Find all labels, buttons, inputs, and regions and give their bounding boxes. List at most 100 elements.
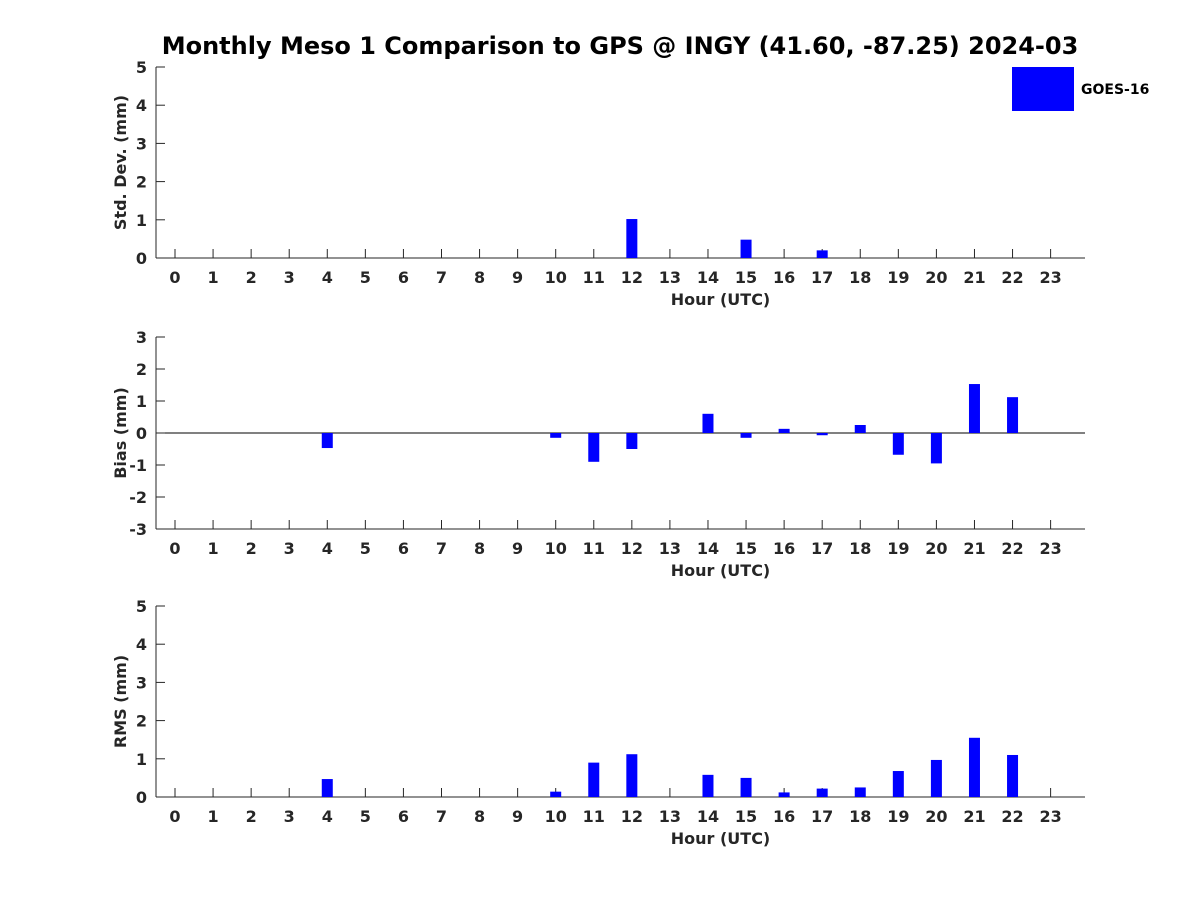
x-tick-label: 5 xyxy=(360,268,371,287)
y-tick-label: 4 xyxy=(136,635,147,654)
bar-hour-17 xyxy=(816,788,828,797)
chart-title: Monthly Meso 1 Comparison to GPS @ INGY … xyxy=(162,32,1079,60)
y-tick-label: 3 xyxy=(136,134,147,153)
bar-hour-15 xyxy=(740,433,752,438)
x-axis-label: Hour (UTC) xyxy=(671,290,771,309)
bar-hour-19 xyxy=(892,433,904,455)
y-tick-label: 1 xyxy=(136,392,147,411)
y-tick-label: 2 xyxy=(136,360,147,379)
x-tick-label: 21 xyxy=(963,539,985,558)
bar-hour-15 xyxy=(740,239,752,258)
y-tick-label: 5 xyxy=(136,597,147,616)
bar-hour-21 xyxy=(968,737,980,797)
bar-hour-11 xyxy=(588,433,600,462)
x-tick-label: 0 xyxy=(169,539,180,558)
x-tick-label: 10 xyxy=(545,807,567,826)
x-tick-label: 3 xyxy=(284,539,295,558)
x-tick-label: 19 xyxy=(887,807,909,826)
x-tick-label: 20 xyxy=(925,539,947,558)
bar-hour-4 xyxy=(321,779,333,797)
x-tick-label: 1 xyxy=(207,539,218,558)
bar-hour-4 xyxy=(321,433,333,449)
y-tick-label: 3 xyxy=(136,673,147,692)
bar-hour-10 xyxy=(550,791,562,797)
y-tick-label: -3 xyxy=(129,520,147,539)
bar-hour-22 xyxy=(1007,754,1019,797)
x-tick-label: 15 xyxy=(735,539,757,558)
x-tick-label: 14 xyxy=(697,807,719,826)
x-tick-label: 12 xyxy=(621,807,643,826)
x-tick-label: 20 xyxy=(925,268,947,287)
x-tick-label: 22 xyxy=(1001,268,1023,287)
bar-hour-18 xyxy=(854,787,866,797)
x-tick-label: 18 xyxy=(849,268,871,287)
x-tick-label: 7 xyxy=(436,268,447,287)
x-tick-label: 11 xyxy=(583,539,605,558)
y-tick-label: 3 xyxy=(136,328,147,347)
x-tick-label: 5 xyxy=(360,807,371,826)
legend-label: GOES-16 xyxy=(1081,82,1149,98)
bar-hour-18 xyxy=(854,425,866,433)
x-tick-label: 21 xyxy=(963,807,985,826)
bar-hour-21 xyxy=(968,384,980,433)
x-tick-label: 7 xyxy=(436,539,447,558)
x-tick-label: 23 xyxy=(1039,268,1061,287)
x-tick-label: 8 xyxy=(474,807,485,826)
y-axis-label: RMS (mm) xyxy=(111,655,130,748)
bar-hour-17 xyxy=(816,433,828,436)
x-tick-label: 14 xyxy=(697,268,719,287)
bar-hour-20 xyxy=(930,433,942,464)
x-tick-label: 4 xyxy=(322,807,333,826)
x-tick-label: 11 xyxy=(583,268,605,287)
y-tick-label: -1 xyxy=(129,456,147,475)
x-tick-label: 16 xyxy=(773,539,795,558)
x-tick-label: 2 xyxy=(246,807,257,826)
x-tick-label: 1 xyxy=(207,268,218,287)
x-tick-label: 17 xyxy=(811,268,833,287)
x-tick-label: 12 xyxy=(621,539,643,558)
x-tick-label: 11 xyxy=(583,807,605,826)
x-tick-label: 9 xyxy=(512,539,523,558)
x-tick-label: 19 xyxy=(887,268,909,287)
x-tick-label: 12 xyxy=(621,268,643,287)
x-axis-label: Hour (UTC) xyxy=(671,561,771,580)
x-tick-label: 17 xyxy=(811,807,833,826)
bar-hour-15 xyxy=(740,777,752,797)
x-tick-label: 5 xyxy=(360,539,371,558)
x-tick-label: 13 xyxy=(659,807,681,826)
x-tick-label: 16 xyxy=(773,268,795,287)
x-tick-label: 22 xyxy=(1001,807,1023,826)
x-tick-label: 15 xyxy=(735,268,757,287)
x-tick-label: 0 xyxy=(169,268,180,287)
bar-hour-12 xyxy=(626,433,638,449)
bar-hour-11 xyxy=(588,762,600,797)
bar-hour-10 xyxy=(550,433,562,438)
x-tick-label: 19 xyxy=(887,539,909,558)
y-tick-label: -2 xyxy=(129,488,147,507)
x-tick-label: 3 xyxy=(284,268,295,287)
x-tick-label: 18 xyxy=(849,807,871,826)
y-tick-label: 2 xyxy=(136,173,147,192)
x-tick-label: 2 xyxy=(246,268,257,287)
legend: GOES-16 xyxy=(1012,67,1149,111)
x-tick-label: 10 xyxy=(545,539,567,558)
y-tick-label: 2 xyxy=(136,712,147,731)
bar-hour-12 xyxy=(626,754,638,797)
x-tick-label: 13 xyxy=(659,539,681,558)
x-tick-label: 23 xyxy=(1039,807,1061,826)
x-tick-label: 9 xyxy=(512,807,523,826)
x-tick-label: 4 xyxy=(322,268,333,287)
x-tick-label: 0 xyxy=(169,807,180,826)
y-tick-label: 5 xyxy=(136,58,147,77)
y-axis-label: Bias (mm) xyxy=(111,387,130,479)
x-tick-label: 21 xyxy=(963,268,985,287)
x-tick-label: 6 xyxy=(398,539,409,558)
x-tick-label: 3 xyxy=(284,807,295,826)
legend-swatch xyxy=(1012,67,1074,111)
x-tick-label: 23 xyxy=(1039,539,1061,558)
x-tick-label: 8 xyxy=(474,539,485,558)
x-tick-label: 15 xyxy=(735,807,757,826)
bar-hour-16 xyxy=(778,792,790,797)
